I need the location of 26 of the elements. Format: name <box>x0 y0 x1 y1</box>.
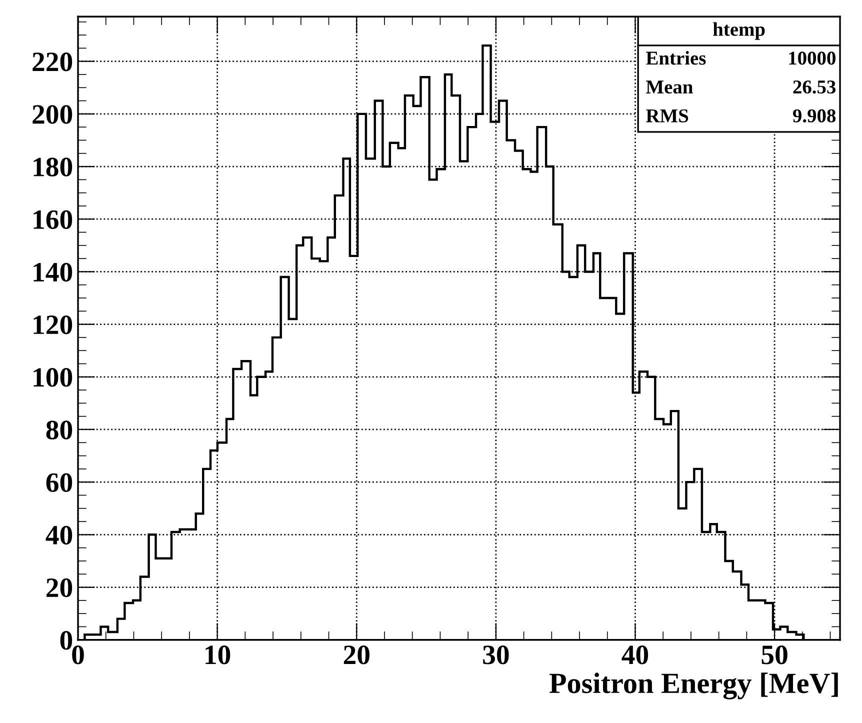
y-tick-label: 120 <box>34 315 72 334</box>
x-tick-label: 10 <box>206 646 230 664</box>
annotation: 10000 <box>789 52 836 65</box>
y-tick-label: 60 <box>46 473 72 492</box>
x-tick-label: 30 <box>483 646 509 664</box>
x-tick-label: 0 <box>72 646 84 664</box>
y-tick-label: 100 <box>34 368 72 387</box>
x-axis-title: Positron Energy [MeV] <box>549 672 838 700</box>
y-tick-label: 0 <box>60 631 72 650</box>
annotation: htemp <box>713 22 765 40</box>
annotation: 9.908 <box>792 109 836 122</box>
annotation: 26.53 <box>793 80 836 94</box>
y-tick-label: 220 <box>32 52 72 72</box>
y-tick-label: 160 <box>34 210 72 230</box>
x-tick-label: 20 <box>344 646 370 664</box>
y-tick-label: 80 <box>46 420 72 440</box>
y-tick-label: 40 <box>46 526 72 545</box>
y-tick-label: 180 <box>34 158 72 176</box>
annotation: Entries <box>646 51 706 65</box>
x-tick-label: 40 <box>622 646 648 664</box>
x-tick-label: 50 <box>762 646 788 664</box>
y-tick-label: 20 <box>46 578 72 598</box>
annotation: RMS <box>646 109 688 122</box>
annotation: Mean <box>646 80 693 94</box>
y-tick-label: 140 <box>34 262 72 282</box>
y-tick-label: 200 <box>32 105 72 124</box>
